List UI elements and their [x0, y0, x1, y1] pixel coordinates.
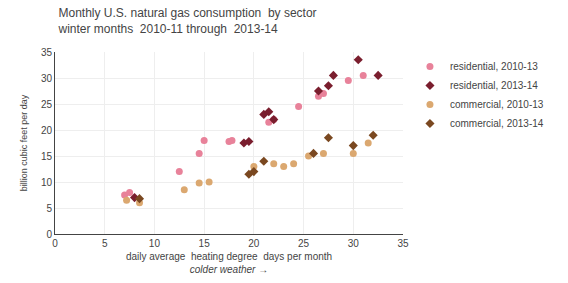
svg-text:billion cubic feet per day: billion cubic feet per day [19, 94, 29, 191]
svg-text:residential, 2013-14: residential, 2013-14 [450, 80, 538, 91]
svg-text:35: 35 [41, 47, 53, 58]
svg-text:0: 0 [52, 238, 58, 249]
svg-text:Monthly U.S. natural gas consu: Monthly U.S. natural gas consumption by … [57, 6, 316, 36]
svg-text:35: 35 [397, 238, 409, 249]
svg-text:residential, 2010-13: residential, 2010-13 [450, 61, 538, 72]
svg-text:daily average heating degree: daily average heating degree days per mo… [126, 251, 332, 275]
svg-text:20: 20 [41, 125, 53, 136]
svg-text:25: 25 [298, 238, 310, 249]
svg-text:20: 20 [248, 238, 260, 249]
svg-text:0: 0 [46, 229, 52, 240]
svg-text:5: 5 [102, 238, 108, 249]
svg-text:5: 5 [46, 203, 52, 214]
svg-text:15: 15 [199, 238, 211, 249]
svg-text:commercial, 2013-14: commercial, 2013-14 [450, 118, 544, 129]
svg-text:15: 15 [41, 151, 53, 162]
svg-text:commercial, 2010-13: commercial, 2010-13 [450, 99, 544, 110]
svg-text:25: 25 [41, 99, 53, 110]
svg-text:10: 10 [149, 238, 161, 249]
svg-text:30: 30 [41, 73, 53, 84]
svg-text:30: 30 [348, 238, 360, 249]
svg-text:10: 10 [41, 177, 53, 188]
